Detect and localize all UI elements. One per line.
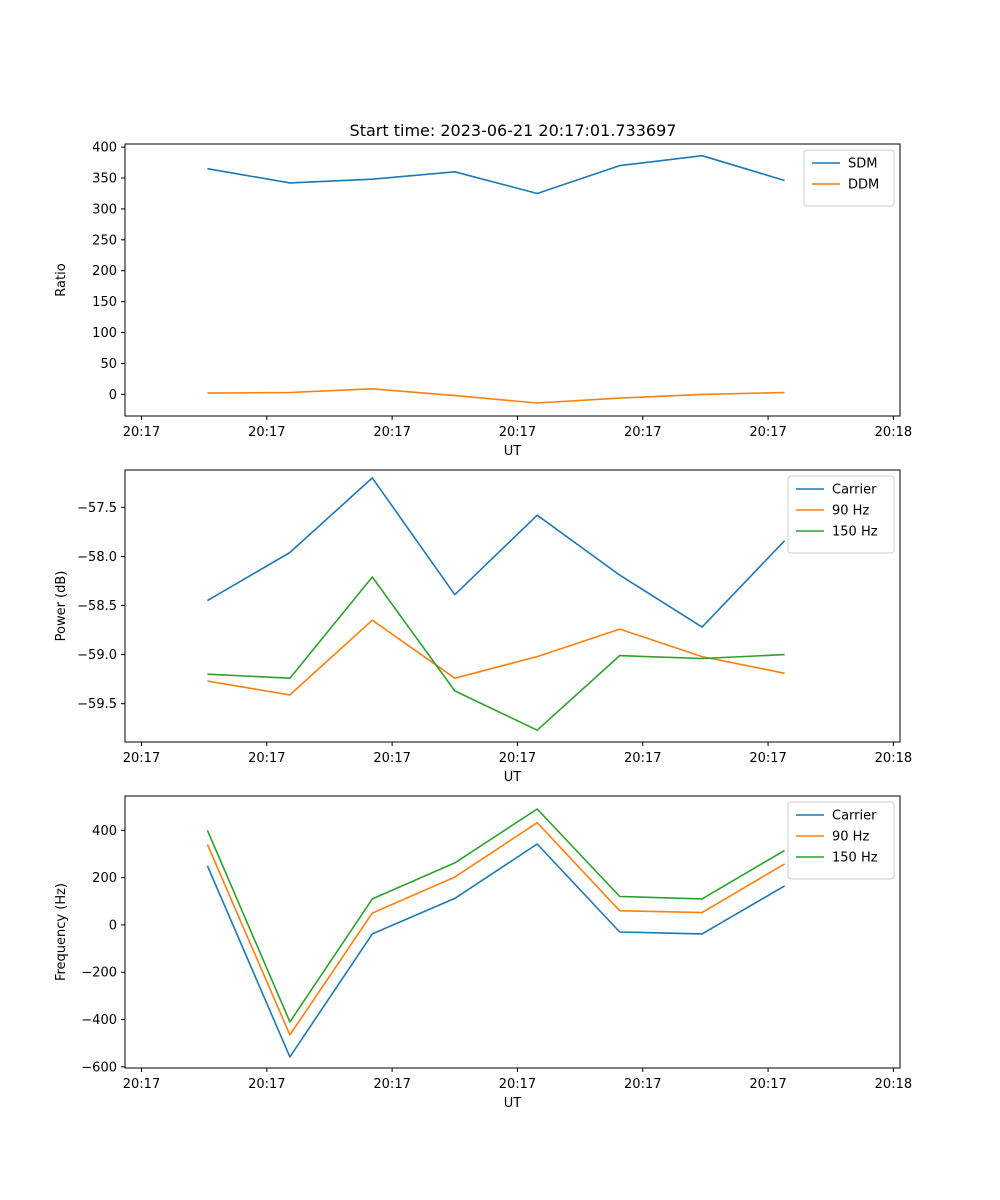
ratio-y-tick-label: 100 — [92, 326, 117, 341]
frequency-legend-label-1: 90 Hz — [832, 830, 869, 845]
frequency-x-tick-label: 20:17 — [499, 1077, 536, 1092]
power-x-axis-label: UT — [504, 770, 522, 785]
frequency-legend-label-0: Carrier — [832, 809, 877, 824]
ratio-y-tick-label: 350 — [92, 172, 117, 187]
frequency-x-tick-label: 20:17 — [123, 1077, 160, 1092]
frequency-y-tick-label: −200 — [81, 966, 117, 981]
power-series-line-2 — [207, 576, 785, 732]
frequency-series-line-1 — [206, 821, 786, 1036]
frequency-y-axis-label: Frequency (Hz) — [54, 883, 69, 981]
ratio-axes-frame — [124, 143, 901, 417]
power-axes-frame — [124, 469, 901, 743]
frequency-x-tick-label: 20:17 — [749, 1077, 786, 1092]
ratio-y-tick-label: 400 — [92, 141, 117, 156]
ratio-legend: SDM DDM — [803, 149, 895, 207]
power-x-tick-label: 20:17 — [749, 751, 786, 766]
ratio-x-axis-label: UT — [504, 444, 522, 459]
frequency-legend: Carrier 90 Hz 150 Hz — [787, 801, 895, 880]
ratio-x-tick-label: 20:17 — [749, 425, 786, 440]
power-x-tick-label: 20:17 — [499, 751, 536, 766]
ratio-y-axis-label: Ratio — [54, 263, 69, 296]
ratio-x-tick-label: 20:17 — [123, 425, 160, 440]
panel-frequency: 20:17 20:17 20:17 20:17 20:17 20:17 20:18 −600 −… — [54, 795, 912, 1111]
ratio-x-tick-label: 20:17 — [499, 425, 536, 440]
panel-power: 20:17 20:17 20:17 20:17 20:17 20:17 20:18 −59.5… — [54, 469, 912, 785]
ratio-y-tick-label: 200 — [92, 264, 117, 279]
frequency-legend-frame — [787, 801, 895, 880]
power-y-tick-label: −57.5 — [77, 501, 117, 516]
ratio-y-tick-label: 50 — [100, 357, 117, 372]
power-legend-label-0: Carrier — [832, 483, 877, 498]
power-legend-label-1: 90 Hz — [832, 504, 869, 519]
power-x-tick-label: 20:18 — [875, 751, 912, 766]
power-series-line-0 — [206, 477, 786, 628]
ratio-x-tick-label: 20:17 — [373, 425, 410, 440]
figure-title: Start time: 2023-06-21 20:17:01.733697 — [350, 121, 677, 140]
power-legend-frame — [787, 475, 895, 554]
power-x-tick-label: 20:17 — [123, 751, 160, 766]
frequency-legend-label-2: 150 Hz — [832, 851, 878, 866]
ratio-x-tick-label: 20:17 — [248, 425, 285, 440]
frequency-x-axis-label: UT — [504, 1096, 522, 1111]
frequency-x-tick-label: 20:18 — [875, 1077, 912, 1092]
frequency-y-tick-label: −600 — [81, 1060, 117, 1075]
power-y-tick-label: −58.5 — [77, 599, 117, 614]
frequency-y-tick-label: −400 — [81, 1013, 117, 1028]
frequency-x-tick-label: 20:17 — [373, 1077, 410, 1092]
ratio-y-tick-label: 300 — [92, 202, 117, 217]
ratio-x-tick-label: 20:17 — [624, 425, 661, 440]
ratio-y-tick-label: 150 — [92, 295, 117, 310]
ratio-series-line-0 — [207, 154, 785, 195]
frequency-series-line-0 — [206, 843, 786, 1058]
ratio-legend-frame — [803, 149, 895, 207]
frequency-x-tick-label: 20:17 — [624, 1077, 661, 1092]
frequency-y-tick-label: 0 — [109, 918, 117, 933]
ratio-series-line-1 — [207, 387, 785, 404]
ratio-legend-label-0: SDM — [848, 157, 877, 172]
power-y-tick-label: −58.0 — [77, 550, 117, 565]
panel-ratio: 20:17 20:17 20:17 20:17 20:17 20:17 20:18 0 50 10… — [54, 141, 912, 459]
ratio-x-tick-label: 20:18 — [875, 425, 912, 440]
frequency-series-line-2 — [206, 808, 786, 1023]
power-y-axis-label: Power (dB) — [54, 571, 69, 642]
ratio-y-tick-label: 250 — [92, 233, 117, 248]
power-x-tick-label: 20:17 — [248, 751, 285, 766]
power-legend-label-2: 150 Hz — [832, 525, 878, 540]
frequency-axes-frame — [124, 795, 901, 1069]
frequency-y-tick-label: 400 — [92, 824, 117, 839]
power-y-tick-label: −59.5 — [77, 697, 117, 712]
power-series-line-1 — [207, 619, 785, 696]
power-x-tick-label: 20:17 — [373, 751, 410, 766]
frequency-y-tick-label: 200 — [92, 871, 117, 886]
frequency-x-tick-label: 20:17 — [248, 1077, 285, 1092]
ratio-legend-label-1: DDM — [848, 178, 879, 193]
power-legend: Carrier 90 Hz 150 Hz — [787, 475, 895, 554]
power-x-tick-label: 20:17 — [624, 751, 661, 766]
ratio-y-tick-label: 0 — [109, 388, 117, 403]
power-y-tick-label: −59.0 — [77, 648, 117, 663]
